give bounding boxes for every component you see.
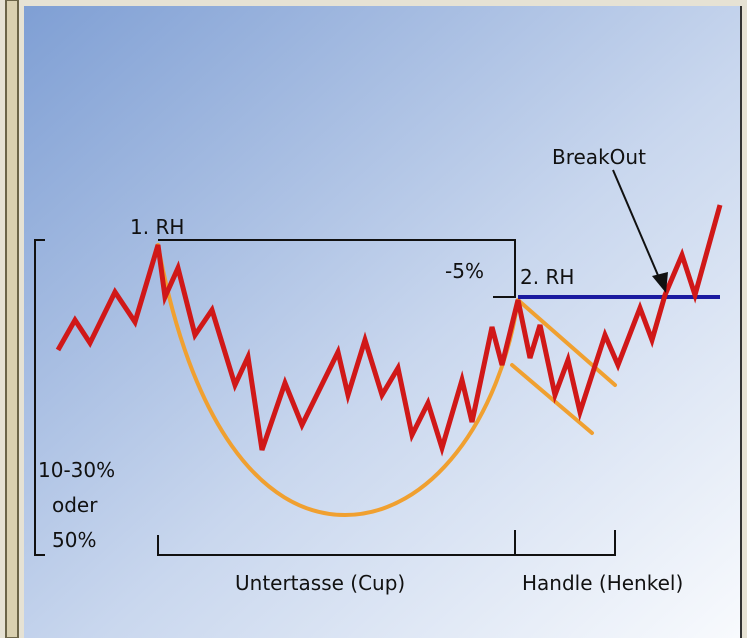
- brackets: [34, 239, 616, 556]
- label: Handle (Henkel): [522, 571, 683, 595]
- label: BreakOut: [552, 145, 646, 169]
- panel: [24, 6, 740, 638]
- label: -5%: [445, 259, 484, 283]
- arrow: [612, 169, 661, 281]
- label: Untertasse (Cup): [235, 571, 405, 595]
- label: 50%: [52, 528, 96, 552]
- label: 1. RH: [130, 215, 184, 239]
- side-strip: [5, 0, 19, 638]
- label: 10-30%: [38, 458, 115, 482]
- label: oder: [52, 493, 98, 517]
- arrow-head: [652, 272, 668, 293]
- cup-handle: [156, 243, 617, 518]
- price-line: [55, 204, 723, 457]
- label: 2. RH: [520, 265, 574, 289]
